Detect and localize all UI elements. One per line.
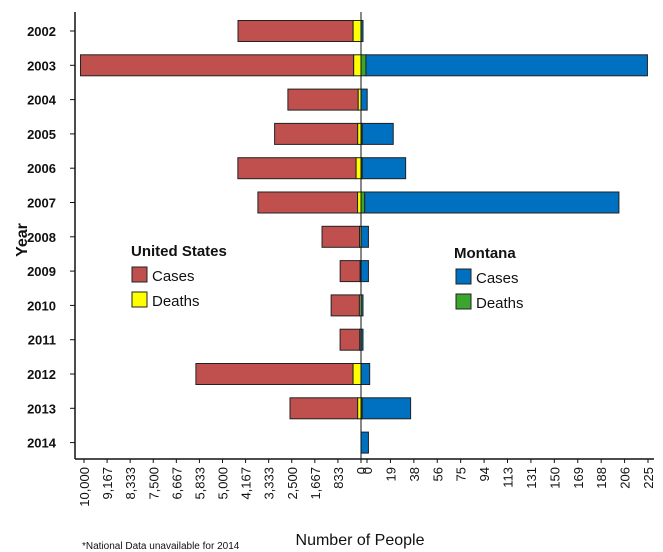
x-tick-labels-group: 10,000 9,167 8,333 7,500 6,667 5,833 5,000 4,16…	[77, 467, 656, 507]
x-tick-label-us-9: 2,500	[285, 467, 300, 500]
bar-us-cases-2011	[339, 328, 361, 351]
x-tick-label-montana-9: 169	[571, 467, 586, 489]
bar-us-deaths-2006	[355, 157, 362, 180]
x-tick-label-montana-6: 113	[501, 467, 516, 488]
year-label-2005: 2005	[27, 127, 56, 142]
legend-swatch-montana-cases	[455, 268, 472, 285]
y-axis-label: Year	[14, 223, 31, 257]
x-tick-label-montana-7: 131	[524, 467, 539, 489]
bar-us-cases-2007	[257, 191, 359, 214]
year-label-2013: 2013	[27, 401, 56, 416]
x-tick-label-montana-8: 150	[547, 467, 562, 489]
x-tick-label-montana-12: 225	[641, 467, 656, 489]
x-tick-label-montana-4: 75	[454, 467, 469, 481]
x-tick-label-us-12: 0	[354, 467, 369, 474]
x-tick-label-montana-11: 206	[618, 467, 633, 489]
bar-montana-cases-2006	[361, 157, 407, 180]
bar-us-deaths-2007	[357, 191, 362, 214]
year-label-2014: 2014	[27, 436, 57, 451]
x-tick-label-montana-3: 56	[430, 467, 445, 481]
bar-montana-cases-2009	[360, 260, 369, 283]
x-tick-label-montana-2: 38	[407, 467, 422, 481]
bar-us-cases-2002	[237, 20, 354, 42]
x-tick-label-montana-1: 19	[383, 467, 398, 481]
bar-montana-cases-2008	[360, 225, 369, 248]
x-tick-label-us-8: 3,333	[262, 467, 277, 500]
legend-label-us-cases: Cases	[152, 268, 195, 285]
bar-us-cases-2008	[321, 225, 361, 248]
legend-swatch-us-deaths	[131, 291, 148, 308]
bar-us-deaths-2012	[352, 363, 362, 385]
x-tick-label-montana-10: 188	[594, 467, 609, 489]
footnote: *National Data unavailable for 2014	[82, 541, 240, 552]
year-label-2006: 2006	[27, 161, 56, 176]
legend-label-montana-deaths: Deaths	[476, 295, 524, 312]
legend-swatch-montana-deaths	[455, 293, 472, 310]
x-tick-label-us-5: 5,833	[192, 467, 207, 500]
bar-us-cases-2004	[287, 88, 359, 111]
legend-label-us-deaths: Deaths	[152, 293, 200, 310]
bar-us-cases-2013	[289, 397, 359, 420]
x-tick-label-montana-5: 94	[477, 467, 492, 481]
bar-montana-cases-2003	[365, 54, 648, 77]
montana-bars-group	[360, 20, 648, 454]
year-label-2008: 2008	[27, 230, 56, 245]
year-label-2010: 2010	[27, 298, 56, 313]
bar-montana-cases-2007	[364, 191, 620, 214]
year-label-2011: 2011	[28, 333, 56, 348]
bar-us-cases-2010	[330, 294, 360, 317]
bar-us-cases-2003	[80, 54, 355, 77]
x-tick-label-us-4: 6,667	[169, 467, 184, 500]
year-label-2002: 2002	[27, 24, 56, 39]
bar-montana-cases-2004	[360, 88, 368, 111]
x-tick-label-us-0: 10,000	[77, 467, 92, 507]
year-label-2003: 2003	[27, 58, 56, 73]
x-tick-label-us-2: 8,333	[123, 467, 138, 500]
year-label-2009: 2009	[27, 264, 56, 279]
axes-group	[70, 12, 654, 463]
us-bars-group	[80, 20, 362, 420]
bar-us-deaths-2002	[352, 20, 362, 42]
bar-us-cases-2009	[339, 260, 361, 283]
bar-montana-cases-2013	[361, 397, 412, 420]
legend-title-us: United States	[131, 243, 227, 260]
x-axis-label: Number of People	[296, 532, 425, 549]
year-labels-group: 2002 2003 2004 2005 2006 2007 2008 2009 2010 2011…	[27, 24, 57, 451]
x-tick-label-us-1: 9,167	[100, 467, 115, 500]
legend-united-states: United States Cases Deaths	[131, 243, 227, 310]
year-label-2007: 2007	[27, 196, 56, 211]
legend-swatch-us-cases	[131, 266, 148, 283]
x-tick-label-us-10: 1,667	[308, 467, 323, 500]
bar-us-cases-2005	[274, 122, 359, 145]
bar-montana-deaths-2003	[360, 54, 367, 77]
year-label-2004: 2004	[27, 93, 57, 108]
legend-montana: Montana Cases Deaths	[454, 245, 524, 312]
x-tick-label-us-3: 7,500	[146, 467, 161, 500]
bar-us-deaths-2003	[353, 54, 362, 77]
bar-montana-cases-2014	[360, 431, 369, 454]
x-tick-label-us-7: 4,167	[239, 467, 254, 500]
legend-label-montana-cases: Cases	[476, 270, 519, 287]
bar-us-cases-2006	[237, 157, 357, 180]
bar-montana-deaths-2007	[360, 191, 366, 214]
bar-montana-cases-2005	[361, 122, 394, 145]
bar-montana-cases-2012	[360, 363, 371, 385]
bar-us-cases-2012	[195, 363, 354, 385]
x-tick-label-montana-0: 0	[360, 467, 375, 474]
x-tick-label-us-11: 833	[331, 467, 346, 489]
year-label-2012: 2012	[27, 367, 56, 382]
legend-title-montana: Montana	[454, 245, 516, 262]
x-tick-label-us-6: 5,000	[216, 467, 231, 500]
